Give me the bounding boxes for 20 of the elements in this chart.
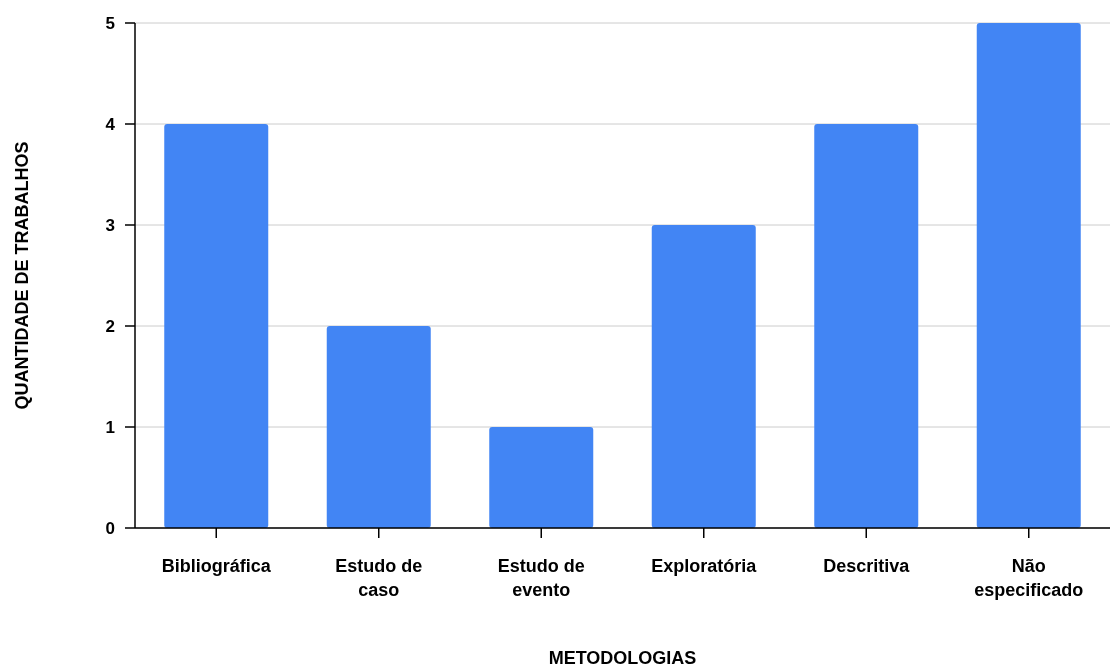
x-tick-label: Estudo de evento [497, 556, 585, 600]
bar [326, 326, 431, 528]
y-tick-label: 0 [105, 518, 115, 538]
y-axis-title: QUANTIDADE DE TRABALHOS [12, 141, 32, 410]
bar [164, 124, 269, 528]
y-tick-label: 4 [105, 114, 116, 134]
x-tick-label: Estudo de caso [335, 556, 423, 600]
x-tick-label: Bibliográfica [161, 556, 272, 576]
bar [489, 427, 594, 528]
bar [651, 225, 756, 528]
y-tick-label: 5 [105, 13, 115, 33]
y-tick-label: 3 [105, 215, 115, 235]
x-tick-label: Exploratória [651, 556, 758, 576]
x-tick-label: Não especificado [974, 556, 1084, 600]
bar [814, 124, 919, 528]
y-tick-label: 1 [105, 417, 115, 437]
y-tick-label: 2 [105, 316, 115, 336]
x-axis-title: METODOLOGIAS [548, 648, 697, 666]
bar [976, 23, 1081, 528]
x-tick-label: Descritiva [823, 556, 911, 576]
